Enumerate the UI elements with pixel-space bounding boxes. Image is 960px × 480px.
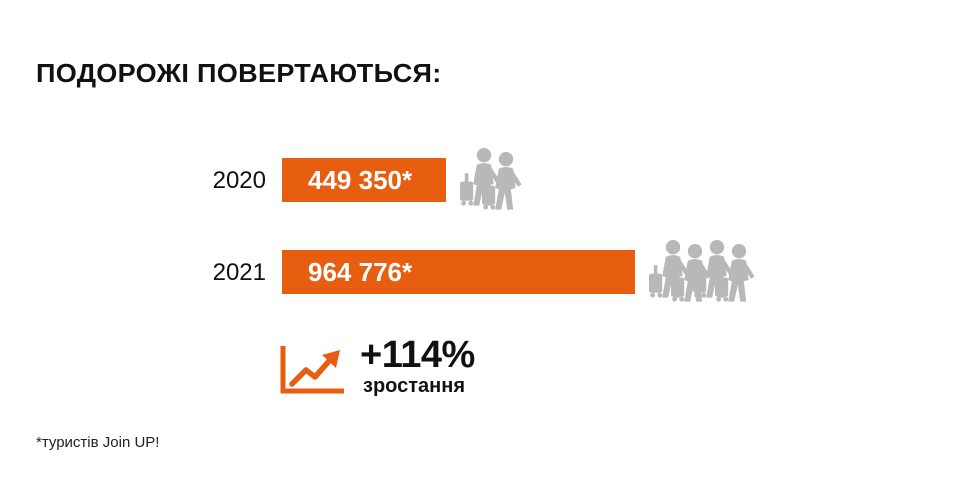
trend-up-chart-icon bbox=[280, 346, 344, 394]
data-label-2021: 964 776* bbox=[308, 257, 413, 287]
bar-2020 bbox=[282, 158, 446, 202]
traveler-icon bbox=[715, 244, 755, 302]
growth-value: +114% bbox=[360, 334, 475, 376]
category-label-2021: 2021 bbox=[213, 259, 266, 286]
traveler-group-2021 bbox=[649, 240, 755, 302]
growth-label: зростання bbox=[363, 375, 465, 397]
page-title: ПОДОРОЖІ ПОВЕРТАЮТЬСЯ: bbox=[36, 58, 442, 88]
bar-2021 bbox=[282, 250, 635, 294]
data-label-2020: 449 350* bbox=[308, 165, 413, 195]
footnote: *туристів Join UP! bbox=[36, 434, 160, 451]
category-label-2020: 2020 bbox=[213, 167, 266, 194]
traveler-group-2020 bbox=[460, 148, 522, 210]
traveler-icon bbox=[482, 152, 522, 210]
